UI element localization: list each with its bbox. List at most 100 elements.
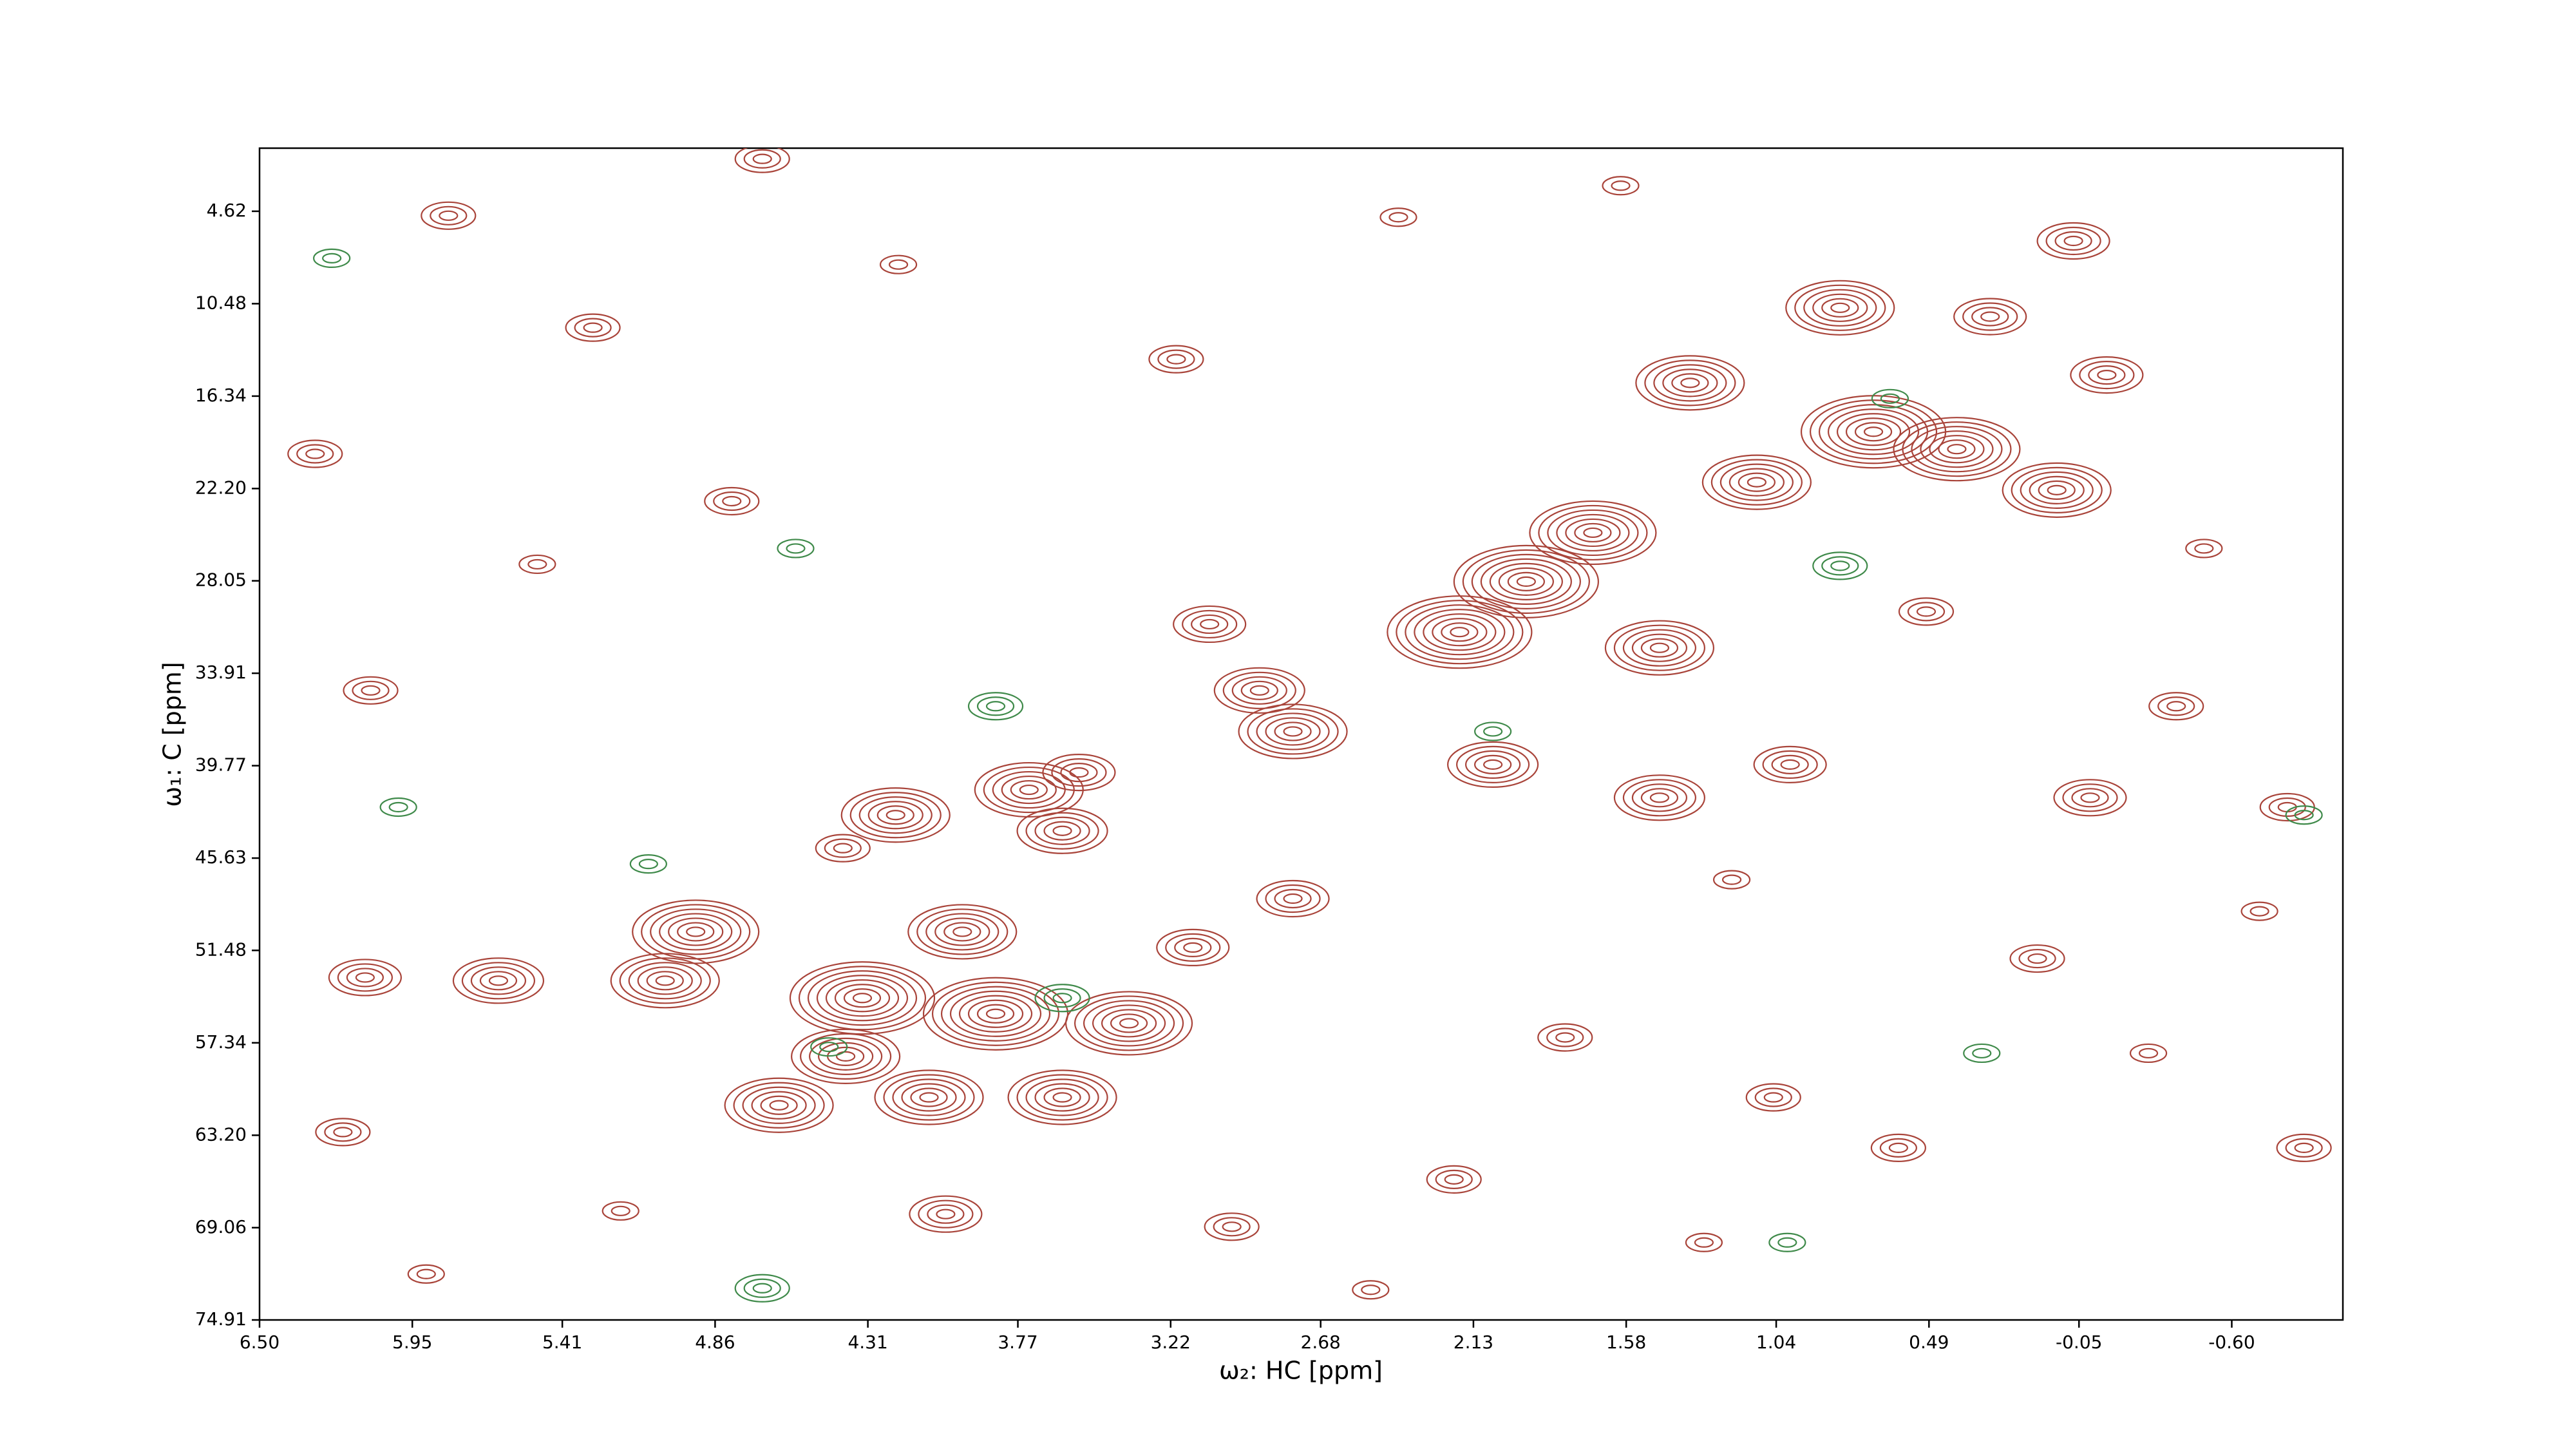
contour-level — [2070, 356, 2144, 394]
contour-level — [867, 801, 923, 830]
contour-level — [742, 1086, 816, 1124]
contour-level — [1854, 422, 1893, 442]
contour-level — [2029, 475, 2085, 504]
contour-level — [949, 990, 1042, 1037]
contour-level — [1649, 642, 1670, 653]
contour-level — [901, 1083, 957, 1112]
contour-level — [416, 1268, 436, 1279]
contour-level — [650, 908, 742, 955]
contour-level — [1631, 783, 1688, 812]
contour-level — [1821, 556, 1859, 576]
x-axis-label: ω₂: HC [ppm] — [1219, 1357, 1383, 1385]
contour-level — [734, 1274, 790, 1303]
contour-level — [1863, 426, 1884, 437]
contour-level — [352, 680, 390, 700]
y-tick-label: 22.20 — [195, 477, 247, 498]
contour-level — [927, 1204, 965, 1224]
contour-level — [2285, 1138, 2323, 1158]
contour-level — [337, 963, 393, 992]
contour-level — [1613, 774, 1706, 821]
y-tick-label: 63.20 — [195, 1123, 247, 1145]
contour-level — [1222, 671, 1296, 709]
contour-level — [1830, 560, 1850, 571]
contour-level — [1213, 1217, 1251, 1237]
contour-level — [836, 1051, 856, 1062]
y-tick-label: 51.48 — [195, 939, 247, 960]
contour-level — [976, 1004, 1015, 1024]
contour-level — [1980, 311, 2000, 322]
contour-level — [1265, 884, 1321, 913]
contour-level — [1240, 680, 1278, 700]
contour-level — [1640, 638, 1679, 658]
contour-level — [1007, 1069, 1117, 1125]
contour-level — [1060, 763, 1098, 783]
contour-level — [786, 543, 806, 554]
contour-level — [1498, 567, 1554, 596]
contour-level — [1283, 893, 1303, 904]
contour-level — [833, 843, 853, 854]
contour-level — [328, 959, 402, 997]
contour-level — [610, 953, 720, 1009]
contour-level — [843, 988, 882, 1008]
contour-level — [940, 986, 1051, 1042]
contour-level — [379, 797, 417, 817]
contour-level — [1712, 870, 1751, 890]
contour-level — [430, 205, 468, 225]
contour-level — [1529, 500, 1657, 566]
contour-level — [1034, 984, 1090, 1013]
contour-level — [840, 787, 951, 843]
contour-level — [1710, 459, 1803, 506]
contour-level — [743, 149, 781, 169]
contour-level — [1432, 618, 1488, 647]
contour-level — [361, 685, 381, 696]
contour-level — [2148, 692, 2204, 721]
contour-level — [343, 676, 399, 705]
contour-level — [809, 1037, 883, 1075]
contour-level — [629, 854, 667, 874]
y-tick-label: 45.63 — [195, 846, 247, 868]
contour-level — [704, 486, 760, 516]
contour-level — [1074, 995, 1184, 1051]
contour-level — [1507, 571, 1545, 591]
contour-level — [1565, 518, 1621, 548]
contour-level — [2011, 466, 2103, 513]
contour-level — [2079, 360, 2135, 390]
contour-level — [1640, 788, 1679, 808]
contour-level — [733, 1082, 825, 1129]
contour-level — [1034, 1083, 1090, 1112]
contour-level — [800, 1033, 892, 1080]
contour-level — [1019, 784, 1039, 796]
contour-level — [876, 805, 914, 825]
contour-level — [751, 1091, 807, 1120]
contour-level — [1471, 553, 1581, 609]
contour-level — [1092, 1004, 1166, 1042]
contour-level — [2268, 797, 2306, 817]
contour-level — [2294, 1142, 2314, 1153]
plot-frame — [258, 147, 2344, 1321]
contour-level — [1474, 754, 1512, 774]
contour-level — [888, 259, 909, 270]
contour-level — [916, 908, 1009, 955]
contour-level — [816, 975, 909, 1022]
contour-level — [1010, 779, 1048, 800]
y-tick-label: 10.48 — [195, 292, 247, 313]
contour-level — [1423, 613, 1497, 651]
contour-level — [1183, 942, 1203, 953]
contour-level — [1963, 1043, 2001, 1064]
contour-level — [883, 1074, 975, 1121]
contour-level — [1574, 522, 1612, 543]
contour-level — [943, 922, 981, 942]
contour-level — [1052, 1092, 1072, 1103]
contour-level — [439, 210, 459, 221]
contour-level — [1405, 604, 1515, 660]
contour-level — [659, 913, 733, 951]
contour-level — [1051, 758, 1107, 787]
contour-level — [1644, 359, 1736, 406]
contour-level — [1480, 558, 1572, 605]
contours — [287, 148, 2332, 1303]
contour-level — [2062, 783, 2118, 812]
contour-level — [1701, 454, 1812, 510]
y-tick-label: 74.91 — [195, 1308, 247, 1330]
y-tick-label: 4.62 — [207, 200, 247, 221]
contour-level — [2249, 906, 2269, 917]
